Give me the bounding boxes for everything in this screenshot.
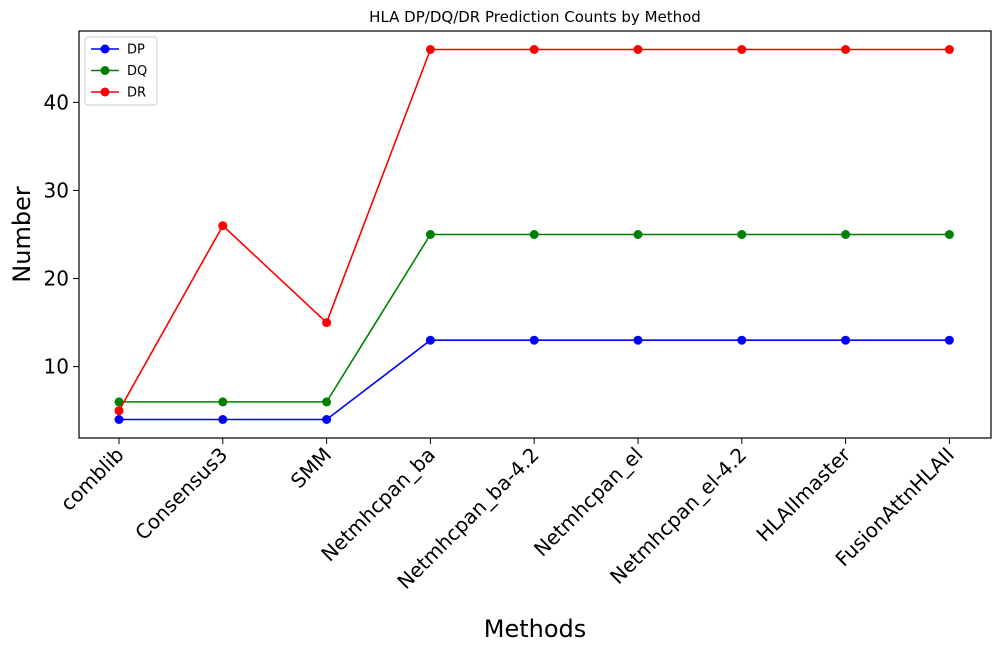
series-dq (114, 230, 954, 407)
legend-label: DR (127, 86, 146, 101)
legend-swatch-marker (100, 87, 110, 97)
x-axis-ticks: comblib Consensus3 SMMNetmhcpan_baNetmhcpa… (56, 438, 959, 594)
series-layer (114, 45, 954, 424)
data-point-dr (737, 45, 747, 54)
data-point-dp (944, 335, 954, 345)
data-point-dp (737, 335, 747, 345)
data-point-dq (633, 230, 643, 239)
legend-item-dq: DQ (91, 64, 147, 79)
chart-title: HLA DP/DQ/DR Prediction Counts by Method (369, 8, 701, 26)
data-point-dr (944, 45, 954, 54)
series-line-dq (119, 233, 950, 403)
y-tick-label: 30 (44, 178, 69, 202)
legend-label: DQ (127, 64, 147, 79)
data-point-dp (322, 415, 332, 424)
data-point-dq (841, 230, 851, 239)
series-line-dp (119, 339, 950, 421)
data-point-dq (218, 397, 228, 407)
legend: DP DQ DR (84, 36, 158, 106)
data-point-dr (114, 406, 124, 416)
data-point-dq (425, 230, 435, 239)
x-tick-label: HLAIImaster (751, 442, 855, 546)
y-tick-label: 10 (44, 355, 69, 379)
data-point-dq (322, 397, 332, 407)
legend-swatch-marker (100, 66, 110, 75)
x-tick-label: Consensus3 (130, 443, 232, 545)
data-point-dq (529, 230, 539, 239)
data-point-dq (737, 230, 747, 239)
y-axis-ticks: 10 20 30 40 (44, 90, 79, 379)
data-point-dp (425, 335, 435, 345)
legend-item-dp: DP (91, 43, 145, 58)
legend-swatch-marker (100, 44, 110, 54)
series-dp (114, 335, 954, 424)
y-axis-title: Number (8, 186, 36, 283)
data-point-dr (529, 45, 539, 54)
x-tick-label: SMM (286, 443, 336, 493)
legend-label: DP (127, 43, 145, 58)
plot-area-frame (78, 30, 992, 439)
data-point-dr (425, 45, 435, 54)
data-point-dr (322, 318, 332, 328)
y-tick-label: 20 (44, 267, 69, 291)
data-point-dr (633, 45, 643, 54)
data-point-dq (114, 397, 124, 407)
x-axis-title: Methods (484, 615, 587, 643)
x-tick-label: Netmhcpan_el (529, 443, 648, 562)
data-point-dr (841, 45, 851, 54)
data-point-dq (944, 230, 954, 239)
legend-item-dr: DR (91, 86, 146, 101)
data-point-dp (114, 415, 124, 424)
data-point-dp (633, 335, 643, 345)
series-dr (114, 45, 954, 416)
y-tick-label: 40 (44, 90, 69, 114)
data-point-dr (218, 221, 228, 231)
data-point-dp (841, 335, 851, 345)
data-point-dp (218, 415, 228, 424)
x-tick-label: comblib (56, 443, 129, 516)
data-point-dp (529, 335, 539, 345)
